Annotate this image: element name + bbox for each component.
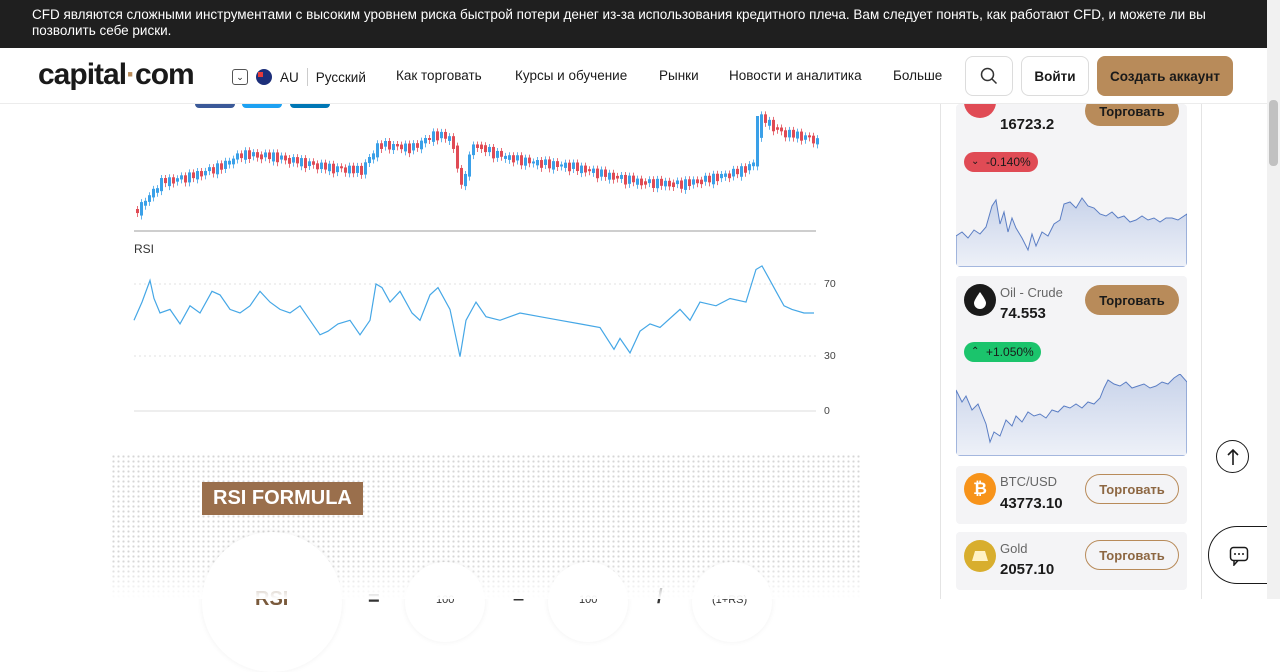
oil-drop-icon xyxy=(964,284,996,316)
market-card-gold[interactable]: Gold 2057.10 Торговать xyxy=(956,532,1187,590)
sidebar-left-border xyxy=(940,104,941,599)
formula-fade xyxy=(111,560,860,599)
login-button[interactable]: Войти xyxy=(1021,56,1089,96)
facebook-share-button[interactable] xyxy=(195,104,235,108)
logo-text-main: capital xyxy=(38,58,127,91)
trade-button[interactable]: Торговать xyxy=(1085,285,1179,315)
capital-com-logo[interactable]: capital·com xyxy=(38,58,195,92)
rsi-tick-30: 30 xyxy=(824,350,836,362)
market-card-oil[interactable]: Oil - Crude 74.553 Торговать ⌃ +1.050% xyxy=(956,276,1187,456)
market-name: Oil - Crude xyxy=(1000,285,1063,300)
site-header: capital·com ⌄ AU Русский Как торговать К… xyxy=(0,48,1267,104)
region-language-selector[interactable]: ⌄ AU Русский xyxy=(232,68,366,86)
nav-markets[interactable]: Рынки xyxy=(659,68,699,83)
scroll-to-top-button[interactable] xyxy=(1216,440,1249,473)
price-chart xyxy=(133,111,819,412)
mini-price-chart xyxy=(956,374,1187,456)
market-price: 2057.10 xyxy=(1000,561,1055,578)
candle xyxy=(756,116,759,156)
market-card-index[interactable]: 16723.2 Торговать ⌄ -0.140% xyxy=(956,104,1187,267)
bitcoin-icon: ₿ xyxy=(964,473,996,505)
logo-text-tail: com xyxy=(135,58,195,91)
chevron-down-icon: ⌄ xyxy=(232,69,248,85)
rsi-tick-70: 70 xyxy=(824,278,836,290)
market-price: 74.553 xyxy=(1000,305,1046,322)
language-label: Русский xyxy=(315,69,366,85)
chevron-up-icon: ⌃ xyxy=(971,346,980,357)
risk-warning-text: CFD являются сложными инструментами с вы… xyxy=(32,7,1206,38)
australia-flag-icon xyxy=(256,69,272,85)
search-icon xyxy=(980,67,998,85)
chevron-down-icon: ⌄ xyxy=(971,156,980,167)
market-name: Gold xyxy=(1000,541,1028,556)
risk-warning-banner: CFD являются сложными инструментами с вы… xyxy=(0,0,1267,48)
region-divider xyxy=(306,68,308,86)
market-price: 43773.10 xyxy=(1000,495,1063,512)
trade-button[interactable]: Торговать xyxy=(1085,104,1179,126)
scrollbar-thumb[interactable] xyxy=(1269,100,1278,166)
market-price: 16723.2 xyxy=(1000,116,1055,133)
search-button[interactable] xyxy=(965,56,1013,96)
market-name: BTC/USD xyxy=(1000,474,1058,489)
formula-title: RSI FORMULA xyxy=(202,482,363,515)
nav-how-to-trade[interactable]: Как торговать xyxy=(396,68,482,83)
rsi-panel-label: RSI xyxy=(134,242,155,256)
sidebar-right-border xyxy=(1201,104,1202,599)
nav-courses[interactable]: Курсы и обучение xyxy=(515,68,628,83)
trade-button[interactable]: Торговать xyxy=(1085,474,1179,504)
candlestick-series xyxy=(136,111,819,220)
rsi-line xyxy=(133,265,814,357)
change-badge: ⌄ -0.140% xyxy=(964,152,1038,172)
trade-button[interactable]: Торговать xyxy=(1085,540,1179,570)
market-card-btc[interactable]: ₿ BTC/USD 43773.10 Торговать xyxy=(956,466,1187,524)
change-value: +1.050% xyxy=(986,345,1034,359)
nav-news-analysis[interactable]: Новости и аналитика xyxy=(729,68,862,83)
rsi-tick-0: 0 xyxy=(824,405,830,417)
linkedin-share-button[interactable] xyxy=(290,104,330,108)
uk-flag-icon xyxy=(964,104,996,118)
nav-more[interactable]: Больше xyxy=(893,68,943,83)
page-scrollbar[interactable] xyxy=(1267,0,1280,599)
region-code: AU xyxy=(280,69,299,85)
change-value: -0.140% xyxy=(986,155,1031,169)
chat-bubble-icon xyxy=(1229,546,1249,566)
logo-dot: · xyxy=(126,58,136,91)
mini-price-chart xyxy=(956,197,1187,267)
arrow-up-icon xyxy=(1226,448,1239,465)
gold-bars-icon xyxy=(964,540,996,572)
create-account-button[interactable]: Создать аккаунт xyxy=(1097,56,1233,96)
change-badge: ⌃ +1.050% xyxy=(964,342,1041,362)
twitter-share-button[interactable] xyxy=(242,104,282,108)
